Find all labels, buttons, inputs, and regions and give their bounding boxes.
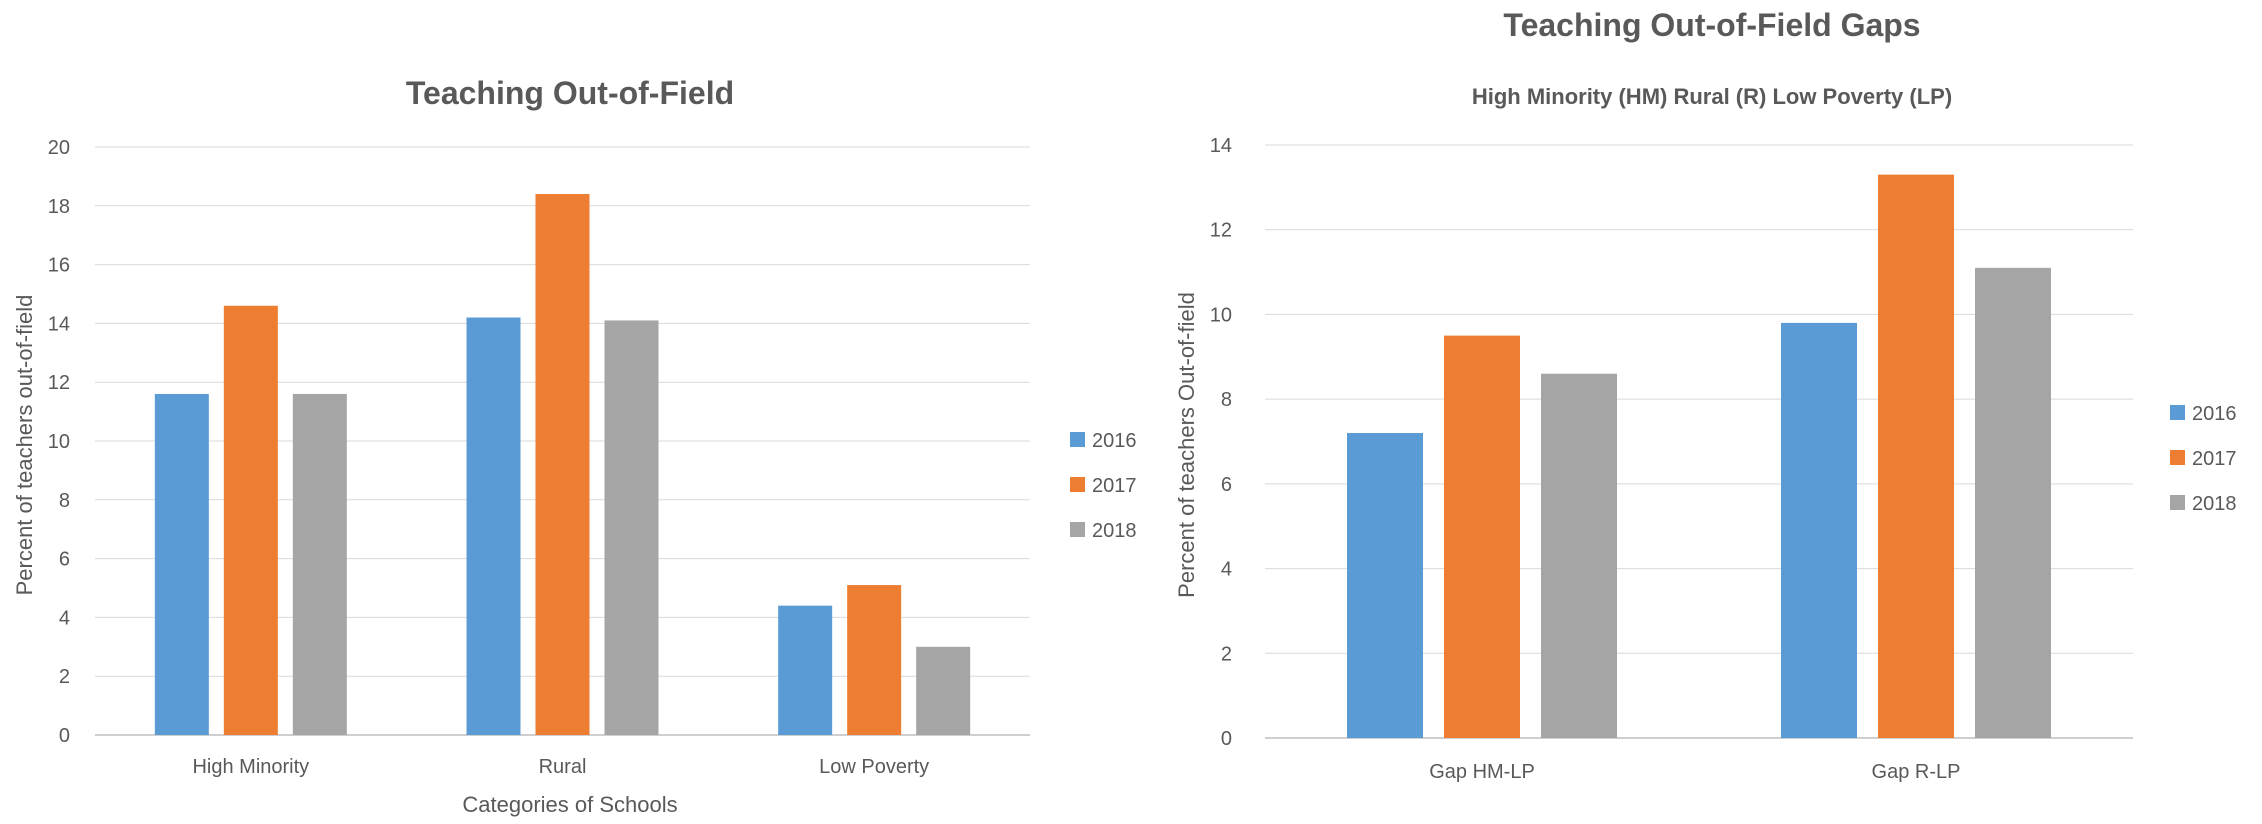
x-ticks: High Minority Rural Low Poverty	[192, 756, 929, 778]
y-tick-label: 14	[48, 313, 70, 335]
bar-2018-low-poverty	[916, 646, 971, 735]
y-tick-label: 18	[48, 196, 70, 218]
y-tick-label: 8	[59, 490, 70, 512]
legend: 2016 2017 2018	[2170, 403, 2237, 515]
y-tick-label: 20	[48, 137, 70, 159]
bar-2017-high-minority	[223, 305, 278, 735]
y-tick-label: 4	[1221, 559, 1232, 581]
y-ticks: 0 2 4 6 8 10 12 14 16 18 20	[48, 137, 70, 747]
x-tick-label: Low Poverty	[819, 756, 929, 778]
legend-label-2018: 2018	[2192, 493, 2237, 515]
bar-2018-high-minority	[292, 393, 347, 735]
legend-label-2017: 2017	[1092, 475, 1137, 497]
legend-swatch-2017	[2170, 450, 2185, 465]
bar-2018-gap-hm-lp	[1541, 373, 1617, 738]
y-ticks: 0 2 4 6 8 10 12 14	[1210, 135, 1232, 750]
bars	[1347, 174, 2051, 738]
legend-label-2017: 2017	[2192, 448, 2237, 470]
legend-swatch-2017	[1070, 477, 1085, 492]
y-tick-label: 2	[59, 666, 70, 688]
x-tick-label: Gap R-LP	[1872, 761, 1961, 783]
bar-2018-gap-r-lp	[1975, 267, 2051, 738]
chart-right-svg: Teaching Out-of-Field Gaps High Minority…	[1174, 7, 2237, 783]
legend-label-2018: 2018	[1092, 520, 1137, 542]
chart-title: Teaching Out-of-Field Gaps	[1503, 7, 1920, 43]
x-ticks: Gap HM-LP Gap R-LP	[1429, 761, 1960, 783]
y-tick-label: 0	[59, 725, 70, 747]
bar-2017-low-poverty	[847, 585, 902, 735]
y-tick-label: 14	[1210, 135, 1232, 157]
chart-subtitle: High Minority (HM) Rural (R) Low Poverty…	[1472, 84, 1952, 109]
y-tick-label: 10	[48, 431, 70, 453]
chart-teaching-out-of-field-gaps: Teaching Out-of-Field Gaps High Minority…	[1160, 0, 2262, 819]
y-tick-label: 8	[1221, 389, 1232, 411]
bars	[154, 194, 971, 736]
legend-label-2016: 2016	[1092, 430, 1137, 452]
chart-title: Teaching Out-of-Field	[406, 75, 734, 111]
bar-2016-gap-r-lp	[1781, 322, 1857, 738]
bar-2017-rural	[535, 194, 590, 736]
x-tick-label: Gap HM-LP	[1429, 761, 1535, 783]
y-tick-label: 4	[59, 607, 70, 629]
y-tick-label: 6	[1221, 474, 1232, 496]
y-tick-label: 0	[1221, 728, 1232, 750]
y-tick-label: 6	[59, 549, 70, 571]
bar-2018-rural	[604, 320, 659, 735]
y-axis-label: Percent of teachers Out-of-field	[1174, 292, 1199, 598]
bar-2016-low-poverty	[778, 605, 833, 735]
legend-swatch-2018	[2170, 495, 2185, 510]
chart-left-svg: Teaching Out-of-Field 02468101214161820 …	[12, 75, 1137, 817]
y-axis-label: Percent of teachers out-of-field	[12, 295, 37, 596]
y-tick-label: 12	[48, 372, 70, 394]
bar-2016-rural	[466, 317, 521, 735]
x-tick-label: High Minority	[192, 756, 309, 778]
y-tick-label: 12	[1210, 220, 1232, 242]
bar-2017-gap-hm-lp	[1444, 335, 1520, 738]
bar-2016-high-minority	[154, 393, 209, 735]
x-tick-label: Rural	[539, 756, 587, 778]
legend-label-2016: 2016	[2192, 403, 2237, 425]
bar-2017-gap-r-lp	[1878, 174, 1954, 738]
legend-swatch-2016	[2170, 405, 2185, 420]
legend-swatch-2016	[1070, 432, 1085, 447]
legend-swatch-2018	[1070, 522, 1085, 537]
legend: 2016 2017 2018	[1070, 430, 1137, 542]
bar-2016-gap-hm-lp	[1347, 433, 1423, 738]
chart-teaching-out-of-field: Teaching Out-of-Field 0 2 4 6 8 10 12 14 16 18 20 …	[12, 75, 1137, 817]
y-tick-label: 2	[1221, 643, 1232, 665]
y-tick-label: 16	[48, 255, 70, 277]
x-axis-label: Categories of Schools	[462, 792, 677, 817]
y-tick-label: 10	[1210, 304, 1232, 326]
